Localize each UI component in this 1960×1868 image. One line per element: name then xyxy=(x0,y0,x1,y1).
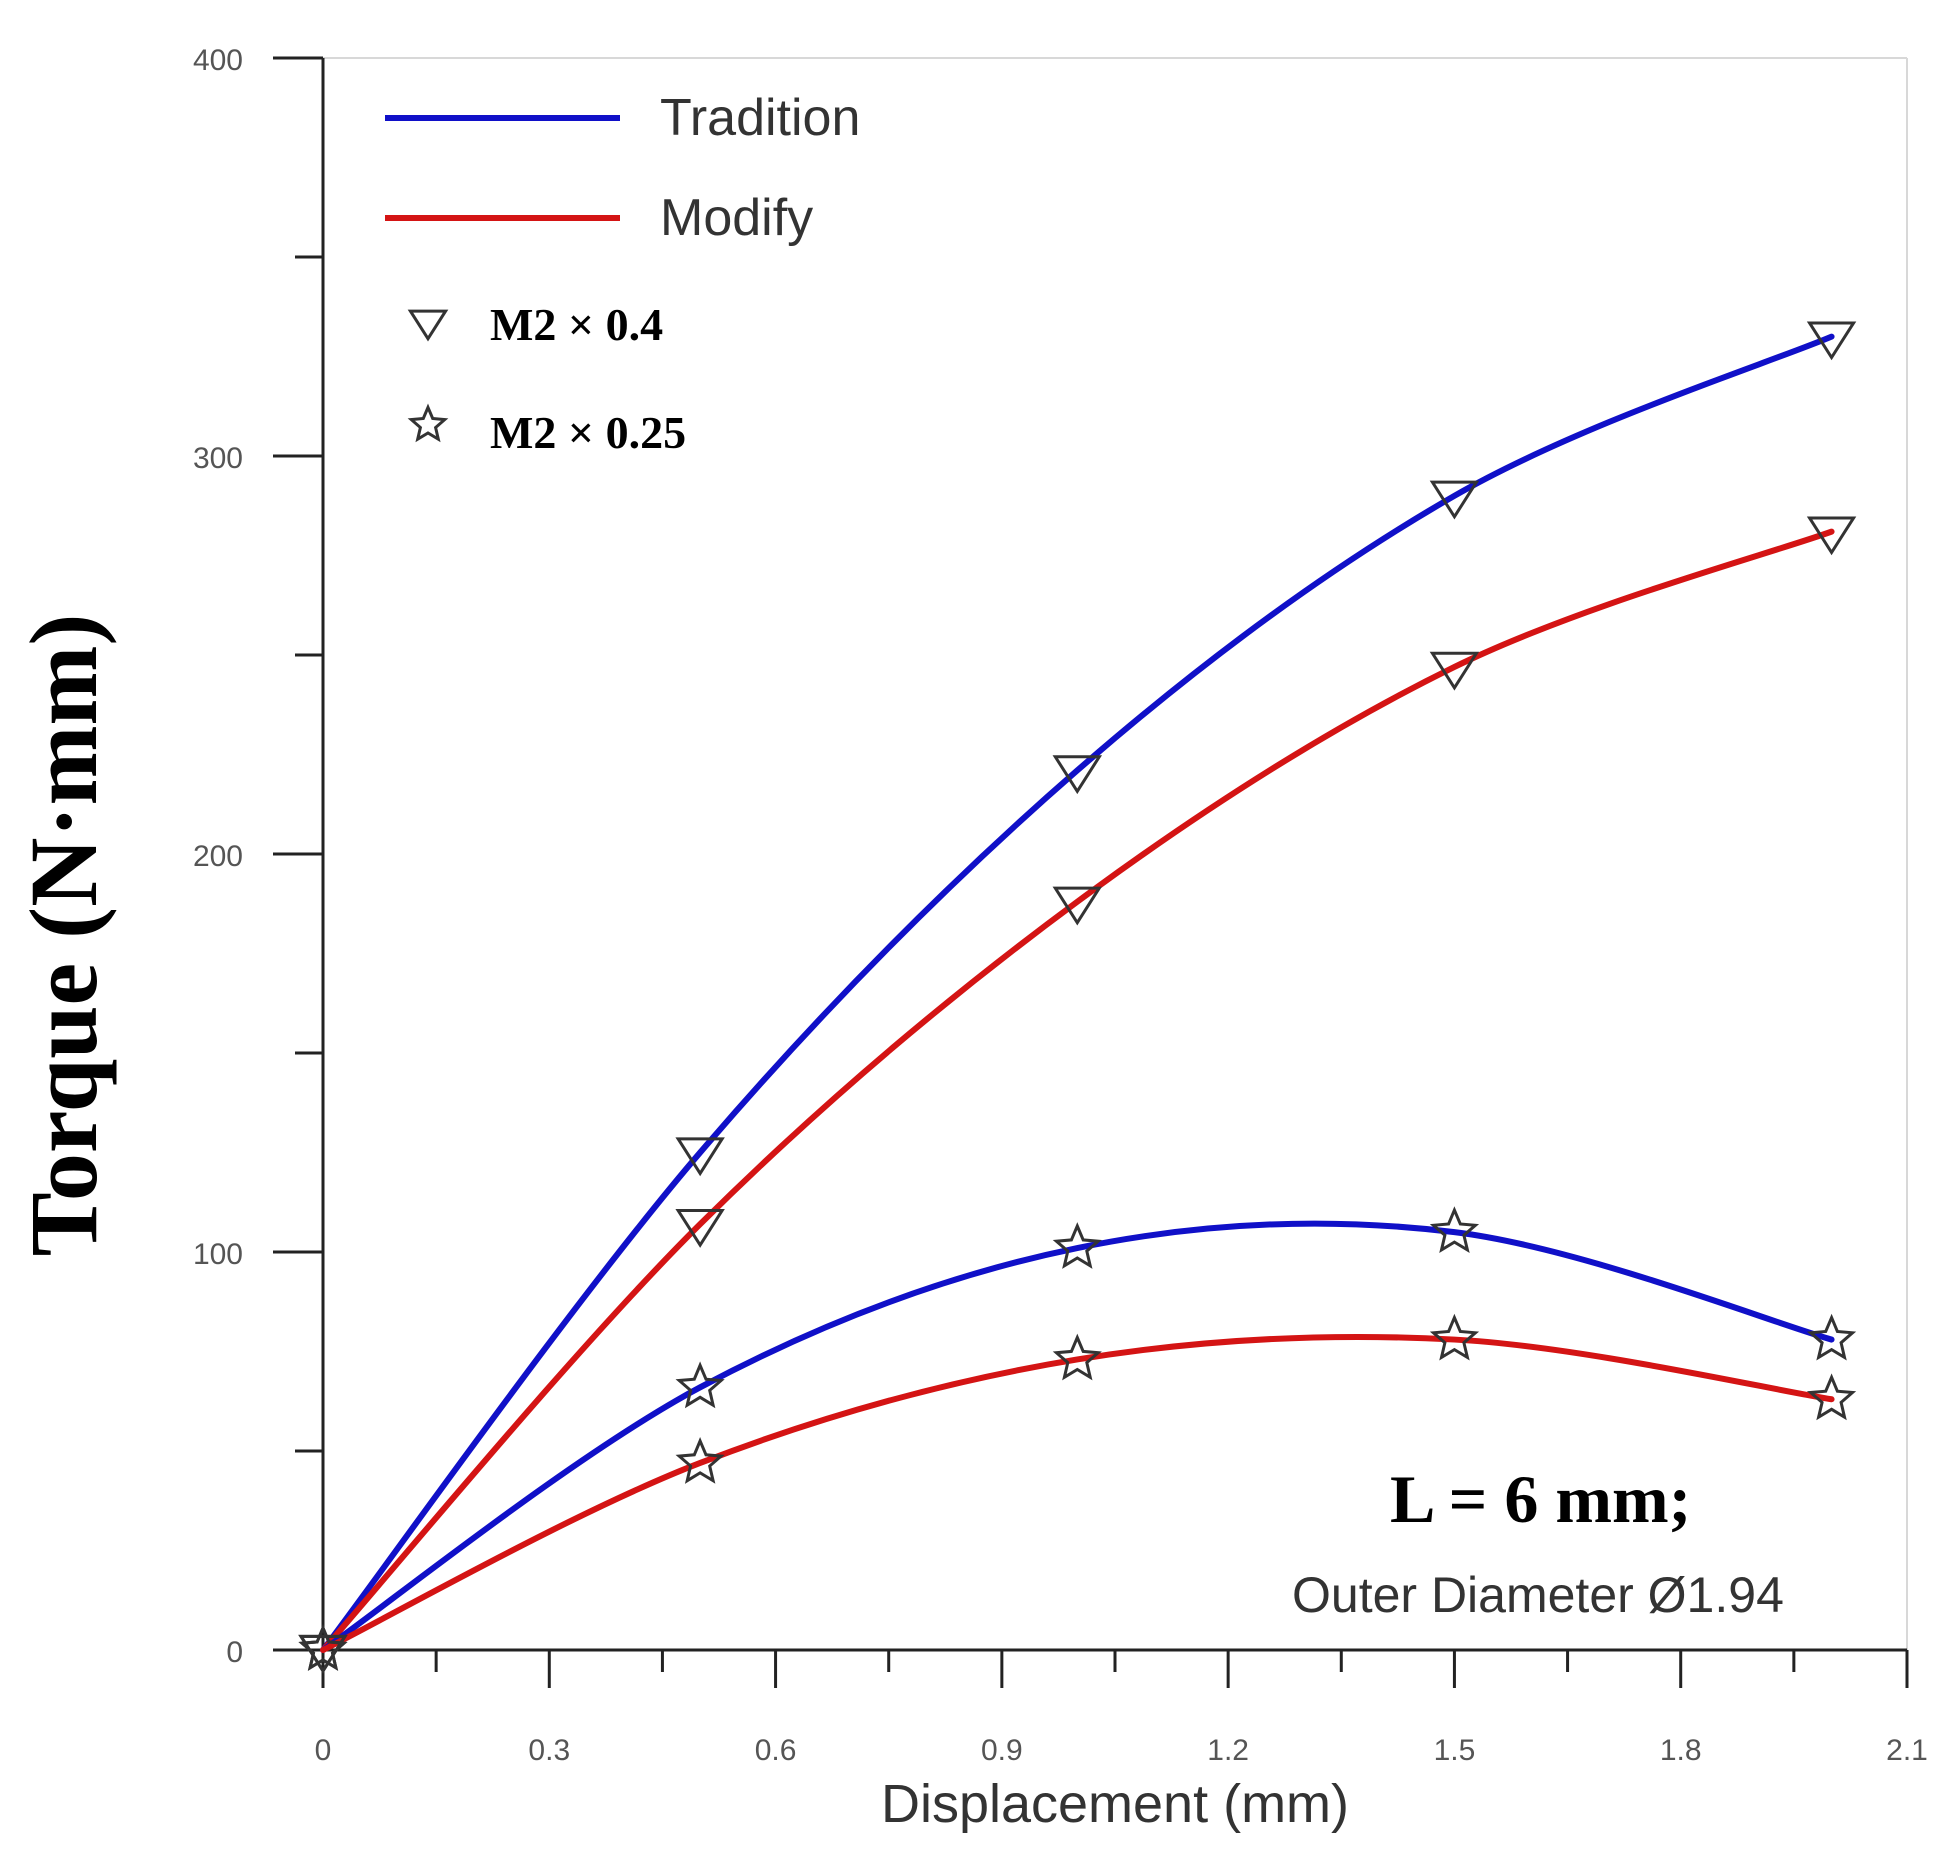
x-tick-label: 0.9 xyxy=(981,1734,1023,1767)
series-0-point-2 xyxy=(1052,755,1103,795)
y-tick-label: 400 xyxy=(193,44,243,77)
legend-star-marker xyxy=(407,403,449,443)
series-2-point-1 xyxy=(675,1361,725,1409)
series-line-1 xyxy=(320,528,1835,1653)
series-markers xyxy=(298,321,1857,1674)
legend-star-glyph xyxy=(407,403,449,443)
series-3-point-0 xyxy=(298,1624,348,1671)
legend-m2x025-label: M2 × 0.25 xyxy=(490,407,686,458)
outer-diameter-annotation: Outer Diameter Ø1.94 xyxy=(1292,1567,1784,1623)
series-1-point-4 xyxy=(1806,516,1857,556)
series-2-point-3 xyxy=(1429,1206,1480,1254)
series-1-point-2 xyxy=(1052,886,1103,926)
y-tick-label: 200 xyxy=(193,840,243,873)
series-3-point-2 xyxy=(1052,1333,1102,1381)
series-line-3 xyxy=(320,1333,1835,1653)
legend: Tradition Modify M2 × 0.4 M2 × 0.25 xyxy=(385,89,860,458)
series-0-point-4 xyxy=(1806,321,1857,361)
legend-modify-label: Modify xyxy=(660,189,813,247)
legend-triangle-marker xyxy=(407,309,449,342)
series-2-point-4 xyxy=(1806,1313,1857,1361)
axis-ticks xyxy=(273,56,1909,1688)
series-3-point-1 xyxy=(675,1437,725,1484)
series-3-point-4 xyxy=(1806,1373,1857,1421)
series-0-point-1 xyxy=(675,1137,725,1177)
series-1-point-1 xyxy=(675,1209,725,1248)
y-tick-label: 100 xyxy=(193,1238,243,1271)
series-0-point-3 xyxy=(1429,480,1480,520)
axis-tick-labels: 0 100 200 300 400 0 0.3 0.6 0.9 1.2 1.5 1.8 2.1 xyxy=(193,44,1928,1767)
length-annotation: L = 6 mm; xyxy=(1390,1461,1691,1537)
series-3-point-3 xyxy=(1429,1313,1480,1361)
x-tick-label: 0 xyxy=(315,1734,332,1767)
legend-triangle-glyph xyxy=(407,309,449,342)
y-axis-title: Torque (N·mm) xyxy=(10,614,117,1257)
x-tick-label: 0.6 xyxy=(755,1734,797,1767)
x-tick-label: 1.8 xyxy=(1660,1734,1702,1767)
x-tick-label: 1.2 xyxy=(1207,1734,1249,1767)
x-axis-title: Displacement (mm) xyxy=(881,1774,1349,1834)
x-tick-label: 0.3 xyxy=(528,1734,570,1767)
legend-m2x04-label: M2 × 0.4 xyxy=(490,299,663,350)
x-tick-label: 1.5 xyxy=(1434,1734,1476,1767)
y-tick-label: 0 xyxy=(226,1636,243,1669)
legend-tradition-label: Tradition xyxy=(660,89,860,147)
y-tick-label: 300 xyxy=(193,442,243,475)
x-tick-label: 2.1 xyxy=(1886,1734,1928,1767)
series-line-0 xyxy=(320,333,1835,1653)
series-2-point-2 xyxy=(1052,1222,1102,1269)
series-1-point-3 xyxy=(1429,651,1480,691)
